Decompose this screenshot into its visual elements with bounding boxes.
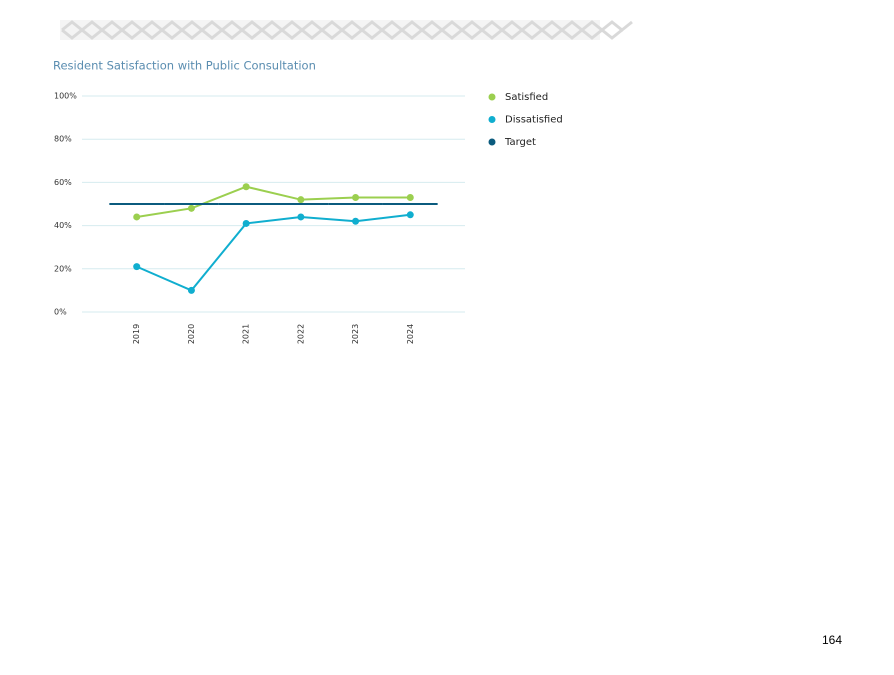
data-point — [406, 194, 414, 202]
x-tick-label: 2021 — [242, 324, 251, 344]
series-line — [136, 213, 411, 292]
x-tick-label: 2019 — [132, 324, 141, 344]
page-number: 164 — [822, 633, 842, 647]
y-tick-label: 0% — [54, 308, 67, 317]
data-point — [187, 204, 195, 212]
legend-swatch — [488, 138, 496, 146]
y-tick-label: 100% — [54, 92, 77, 101]
series-line — [136, 185, 411, 218]
data-point — [133, 263, 141, 271]
legend-label: Satisfied — [505, 92, 548, 103]
data-point — [406, 211, 414, 219]
x-tick-label: 2020 — [187, 324, 196, 344]
pattern-zigzag — [61, 28, 623, 40]
legend-swatch — [488, 93, 496, 101]
data-point — [297, 196, 305, 204]
y-tick-label: 60% — [54, 178, 72, 187]
data-point — [352, 194, 360, 202]
legend-label: Dissatisfied — [505, 115, 563, 126]
chart-title: Resident Satisfaction with Public Consul… — [53, 59, 316, 73]
legend-swatch — [488, 116, 496, 123]
y-tick-label: 80% — [54, 135, 72, 144]
decorative-pattern — [60, 20, 633, 40]
x-tick-label: 2022 — [296, 324, 305, 344]
data-point — [297, 213, 305, 221]
y-tick-label: 40% — [54, 221, 72, 230]
y-tick-label: 20% — [54, 264, 72, 273]
x-tick-label: 2023 — [351, 324, 360, 344]
legend-label: Target — [504, 137, 536, 148]
pattern-zigzag — [61, 20, 633, 32]
data-point — [242, 183, 250, 191]
data-point — [352, 217, 360, 225]
data-point — [187, 286, 195, 294]
data-point — [133, 213, 141, 221]
x-tick-label: 2024 — [406, 324, 415, 344]
data-point — [242, 219, 250, 227]
